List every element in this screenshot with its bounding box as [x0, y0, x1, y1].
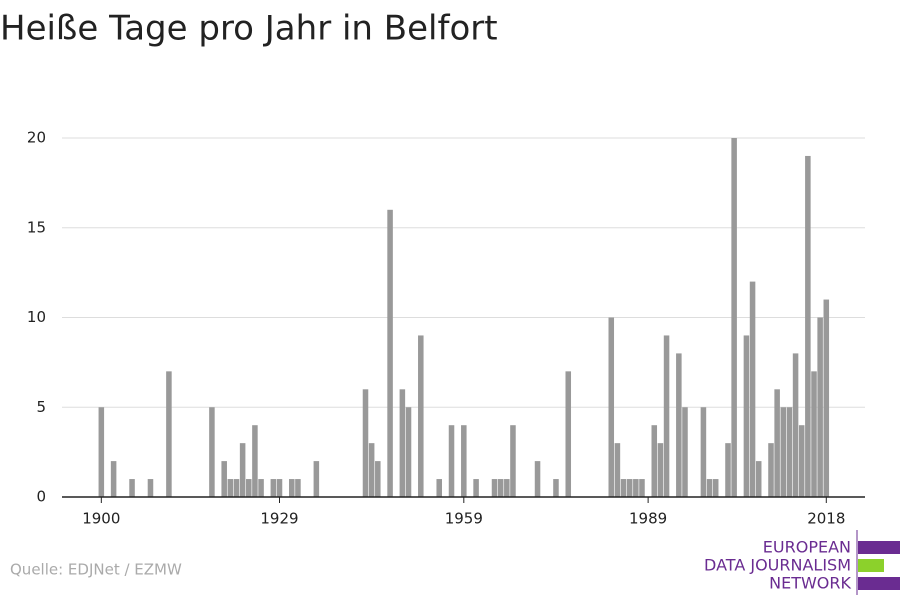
bar: [553, 479, 559, 497]
bar: [608, 317, 615, 497]
bar: [436, 479, 442, 497]
bar: [166, 371, 172, 497]
bar: [792, 353, 799, 497]
bar: [504, 479, 510, 497]
bar: [399, 389, 406, 497]
bar: [651, 425, 658, 497]
bar: [633, 479, 639, 497]
x-tick-label: 1959: [445, 510, 483, 528]
bar: [626, 479, 633, 497]
bar: [657, 443, 664, 497]
logo-bar: [858, 559, 884, 572]
x-tick-label: 1929: [260, 510, 298, 528]
bar: [289, 479, 295, 497]
bar: [774, 389, 780, 497]
bar: [731, 138, 737, 497]
x-tick-label: 2018: [807, 510, 845, 528]
bar: [823, 299, 830, 497]
logo-text: DATA JOURNALISM: [704, 556, 851, 575]
bar: [473, 479, 479, 497]
bar: [743, 335, 750, 497]
bar: [227, 479, 234, 497]
bar: [246, 479, 252, 497]
bar: [798, 425, 805, 497]
bar: [461, 425, 467, 497]
bar: [700, 407, 707, 497]
y-tick-label: 20: [27, 129, 46, 147]
bar: [147, 479, 154, 497]
bar: [491, 479, 498, 497]
bar: [534, 461, 541, 497]
bar: [749, 281, 756, 497]
bar: [639, 479, 645, 497]
bar: [565, 371, 572, 497]
bar: [663, 335, 670, 497]
bar: [110, 461, 117, 497]
bar: [712, 479, 719, 497]
bar: [258, 479, 264, 497]
bar: [510, 425, 516, 497]
y-tick-label: 5: [36, 398, 46, 416]
bar: [725, 443, 731, 497]
bar: [706, 479, 713, 497]
bar: [387, 209, 393, 498]
bar: [252, 425, 258, 497]
bar: [497, 479, 504, 497]
bar: [805, 155, 811, 497]
logo-bar: [858, 541, 900, 554]
bar: [221, 461, 227, 497]
y-tick-label: 10: [27, 308, 46, 326]
bar: [368, 443, 375, 497]
bar: [129, 479, 135, 497]
logo-text: EUROPEAN: [763, 538, 851, 557]
bar: [375, 461, 381, 497]
bar: [676, 353, 682, 497]
bar: [448, 425, 455, 497]
bar: [270, 479, 277, 497]
bar: [755, 461, 762, 497]
bar: [362, 389, 369, 497]
bar: [239, 443, 246, 497]
bar: [405, 407, 412, 497]
bar: [313, 461, 320, 497]
logo-bar: [858, 577, 900, 590]
bar: [620, 479, 627, 497]
x-tick-label: 1989: [629, 510, 667, 528]
bar: [780, 407, 787, 497]
bar: [786, 407, 793, 497]
bar: [817, 317, 823, 497]
bar: [811, 371, 817, 497]
chart-title: Heiße Tage pro Jahr in Belfort: [0, 9, 498, 49]
bar: [418, 335, 424, 497]
bar: [98, 407, 105, 497]
bar: [295, 479, 301, 497]
bar: [233, 479, 240, 497]
bar: [276, 479, 283, 497]
bar: [682, 407, 688, 497]
bar: [209, 407, 215, 497]
x-tick-label: 1900: [82, 510, 120, 528]
y-tick-label: 15: [27, 218, 46, 236]
bar: [614, 443, 621, 497]
logo-text: NETWORK: [769, 574, 851, 593]
source: Quelle: EDJNet / EZMW: [10, 561, 182, 579]
bar: [768, 443, 774, 497]
y-tick-label: 0: [36, 488, 46, 506]
